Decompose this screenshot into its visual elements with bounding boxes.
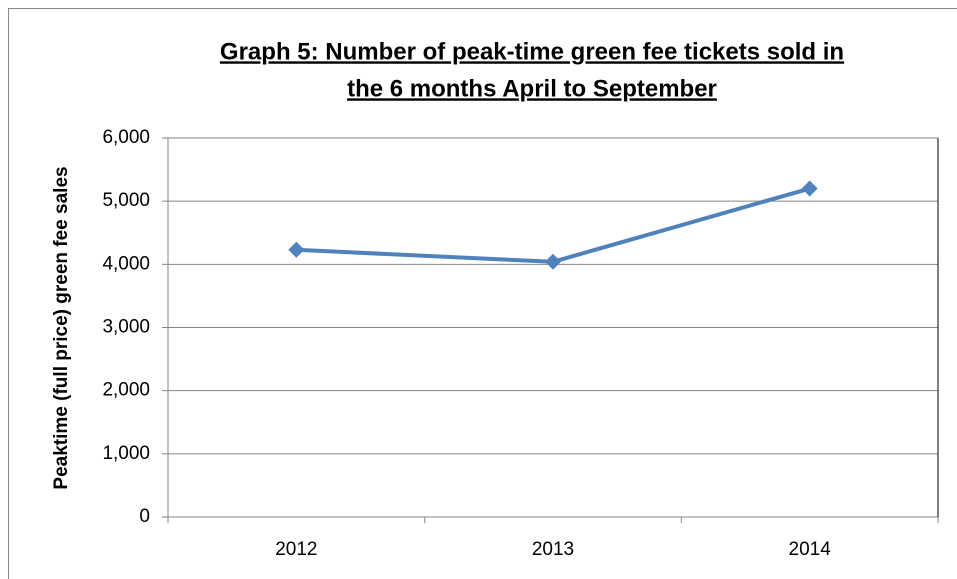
chart-title: Graph 5: Number of peak-time green fee t… [220, 38, 844, 65]
x-tick-label: 2012 [275, 539, 317, 560]
chart-frame [8, 8, 957, 579]
y-axis-label: Peaktime (full price) green fee sales [51, 166, 72, 489]
y-tick-label: 6,000 [102, 127, 150, 148]
y-tick-label: 1,000 [102, 443, 150, 464]
y-tick-label: 3,000 [102, 317, 150, 338]
point-marker [801, 180, 818, 197]
y-tick-label: 5,000 [102, 190, 150, 211]
point-marker [545, 253, 561, 270]
y-tick-label: 2,000 [102, 380, 150, 401]
x-tick-label: 2013 [532, 539, 574, 560]
line-series [296, 186, 811, 264]
y-tick-label: 0 [139, 506, 150, 527]
chart-title: the 6 months April to September [347, 75, 717, 102]
x-tick-label: 2014 [789, 539, 832, 560]
point-marker [288, 241, 305, 258]
y-tick-label: 4,000 [102, 253, 150, 274]
